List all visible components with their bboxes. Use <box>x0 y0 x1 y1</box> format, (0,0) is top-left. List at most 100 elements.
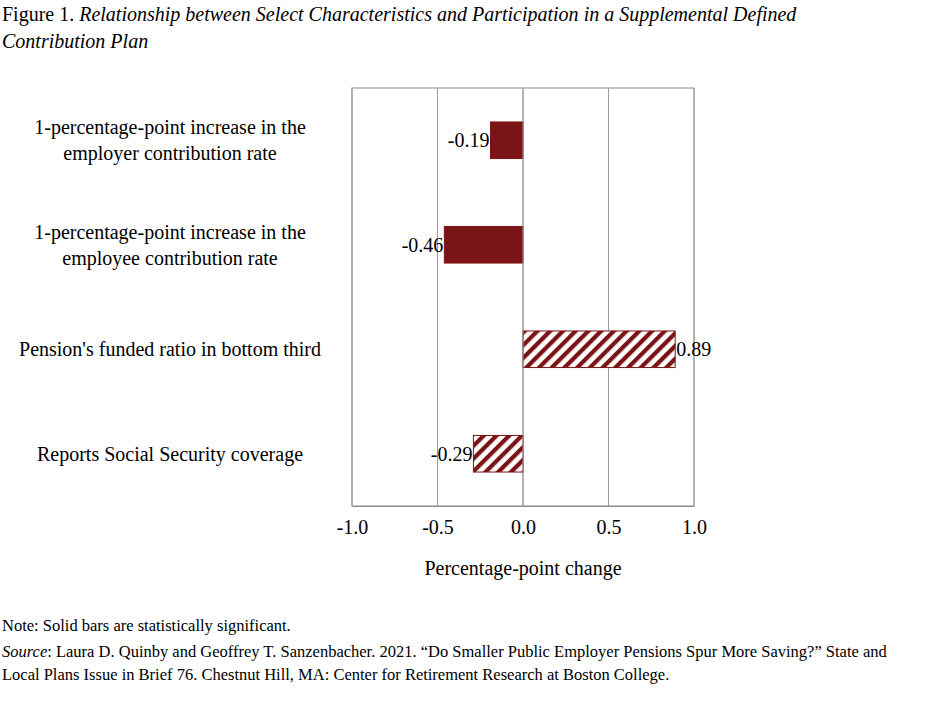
text-run: and <box>432 3 468 25</box>
text-run: Quinby <box>115 642 169 661</box>
text-run: State <box>822 642 859 661</box>
text-run: bottom <box>217 338 279 360</box>
text-run: Saving?” <box>757 642 822 661</box>
text-run: Sanzenbacher. <box>276 642 375 661</box>
x-tick: 0.5 <box>597 506 622 538</box>
text-run: Issue <box>79 665 117 684</box>
bar <box>444 226 523 263</box>
category-label: 1-percentage-point increase in the <box>34 221 306 244</box>
text-run: third <box>278 338 321 360</box>
text-run: Brief <box>134 665 173 684</box>
grid-line <box>352 88 353 506</box>
x-axis-line <box>353 506 695 507</box>
text-run: Defined <box>728 3 797 26</box>
zero-line <box>523 88 524 506</box>
text-run: increase <box>185 221 256 243</box>
x-tick: 1.0 <box>682 506 707 538</box>
text-run: Participation <box>467 3 579 26</box>
text-run: significant. <box>213 616 291 635</box>
title: Contribution Plan <box>2 30 148 52</box>
text-run: bars <box>78 616 110 635</box>
x-tick: -1.0 <box>337 506 369 538</box>
bar <box>523 331 675 368</box>
text-run: contribution <box>139 142 242 164</box>
text-run: Chestnut <box>197 665 260 684</box>
x-tick-label: -0.5 <box>422 516 454 538</box>
text-run: 76. <box>173 665 198 684</box>
text-run: Employer <box>550 642 620 661</box>
x-axis: -1.0 -0.5 0.0 0.5 1.0 <box>337 506 707 538</box>
text-run: Geoffrey <box>196 642 260 661</box>
text-run: in <box>118 665 135 684</box>
text-run: a <box>599 3 614 25</box>
text-run: 1-percentage-point <box>34 221 185 244</box>
text-run: D. <box>94 642 114 661</box>
text-run: Plan <box>105 30 148 52</box>
grid-line <box>523 88 524 506</box>
text-run: in <box>256 116 277 138</box>
text-run: funded <box>94 338 155 360</box>
text-run: 2021. <box>375 642 416 661</box>
source: Source: Laura D. Quinby and Geoffrey T. … <box>2 642 888 661</box>
text-run: 1-percentage-point <box>34 116 185 139</box>
x-tick-label: 1.0 <box>682 516 707 538</box>
data-label: 0.89 <box>676 338 711 360</box>
category-label: employee contribution rate <box>62 247 278 270</box>
bar <box>473 435 523 472</box>
category-label: employer contribution rate <box>63 142 276 165</box>
text-run: Supplemental <box>614 3 728 26</box>
plot-frame <box>352 88 694 506</box>
text-run: and <box>168 642 197 661</box>
x-tick-label: 0.5 <box>597 516 622 538</box>
text-run: increase <box>185 116 256 138</box>
text-run: 1. <box>54 3 74 25</box>
text-run: Characteristics <box>304 3 433 25</box>
text-run: Source <box>2 642 47 661</box>
text-run: Local <box>2 665 40 684</box>
x-tick: -0.5 <box>422 506 454 538</box>
text-run: and <box>859 642 888 661</box>
data-labels: -0.19-0.460.89-0.29 <box>402 129 712 465</box>
text-run: Public <box>504 642 550 661</box>
text-run: statistically <box>134 616 214 635</box>
text-run: More <box>717 642 757 661</box>
text-run: Retirement <box>401 665 479 684</box>
text-run: Smaller <box>448 642 504 661</box>
x-axis-title: Percentage-point change <box>424 557 621 580</box>
grid <box>352 88 694 506</box>
text-run: Research <box>478 665 543 684</box>
text-run: Security <box>154 443 226 466</box>
text-run: “Do <box>417 642 449 661</box>
bar <box>491 122 523 159</box>
text-run: Spur <box>682 642 718 661</box>
text-run: between <box>180 3 251 25</box>
x-tick-label: 0.0 <box>511 516 536 538</box>
text-run: rate <box>242 142 277 164</box>
text-run: in <box>196 338 217 360</box>
grid-line <box>694 88 695 506</box>
category-label: 1-percentage-point increase in the <box>34 116 306 139</box>
text-run: Pension's <box>19 338 94 360</box>
note: Note: Solid bars are statistically signi… <box>2 616 291 635</box>
text-run: Laura <box>52 642 95 661</box>
text-run: T. <box>260 642 277 661</box>
text-run: in <box>579 3 600 25</box>
text-run: rate <box>243 247 278 269</box>
bars <box>444 122 675 472</box>
text-run: Solid <box>39 616 79 635</box>
x-tick: 0.0 <box>511 506 536 538</box>
text-run: College. <box>610 665 670 684</box>
text-run: the <box>276 221 306 243</box>
text-run: Pensions <box>619 642 682 661</box>
text-run: Hill, <box>260 665 294 684</box>
category-label: Reports Social Security coverage <box>37 443 303 466</box>
text-run: ratio <box>154 338 196 360</box>
text-run: Plans <box>40 665 80 684</box>
text-run: for <box>377 665 401 684</box>
text-run: Center <box>329 665 378 684</box>
text-run: Relationship <box>74 3 180 26</box>
text-run: employer <box>63 142 139 165</box>
text-run: the <box>276 116 306 138</box>
data-label: -0.29 <box>431 443 473 465</box>
text-run: Select <box>251 3 304 25</box>
